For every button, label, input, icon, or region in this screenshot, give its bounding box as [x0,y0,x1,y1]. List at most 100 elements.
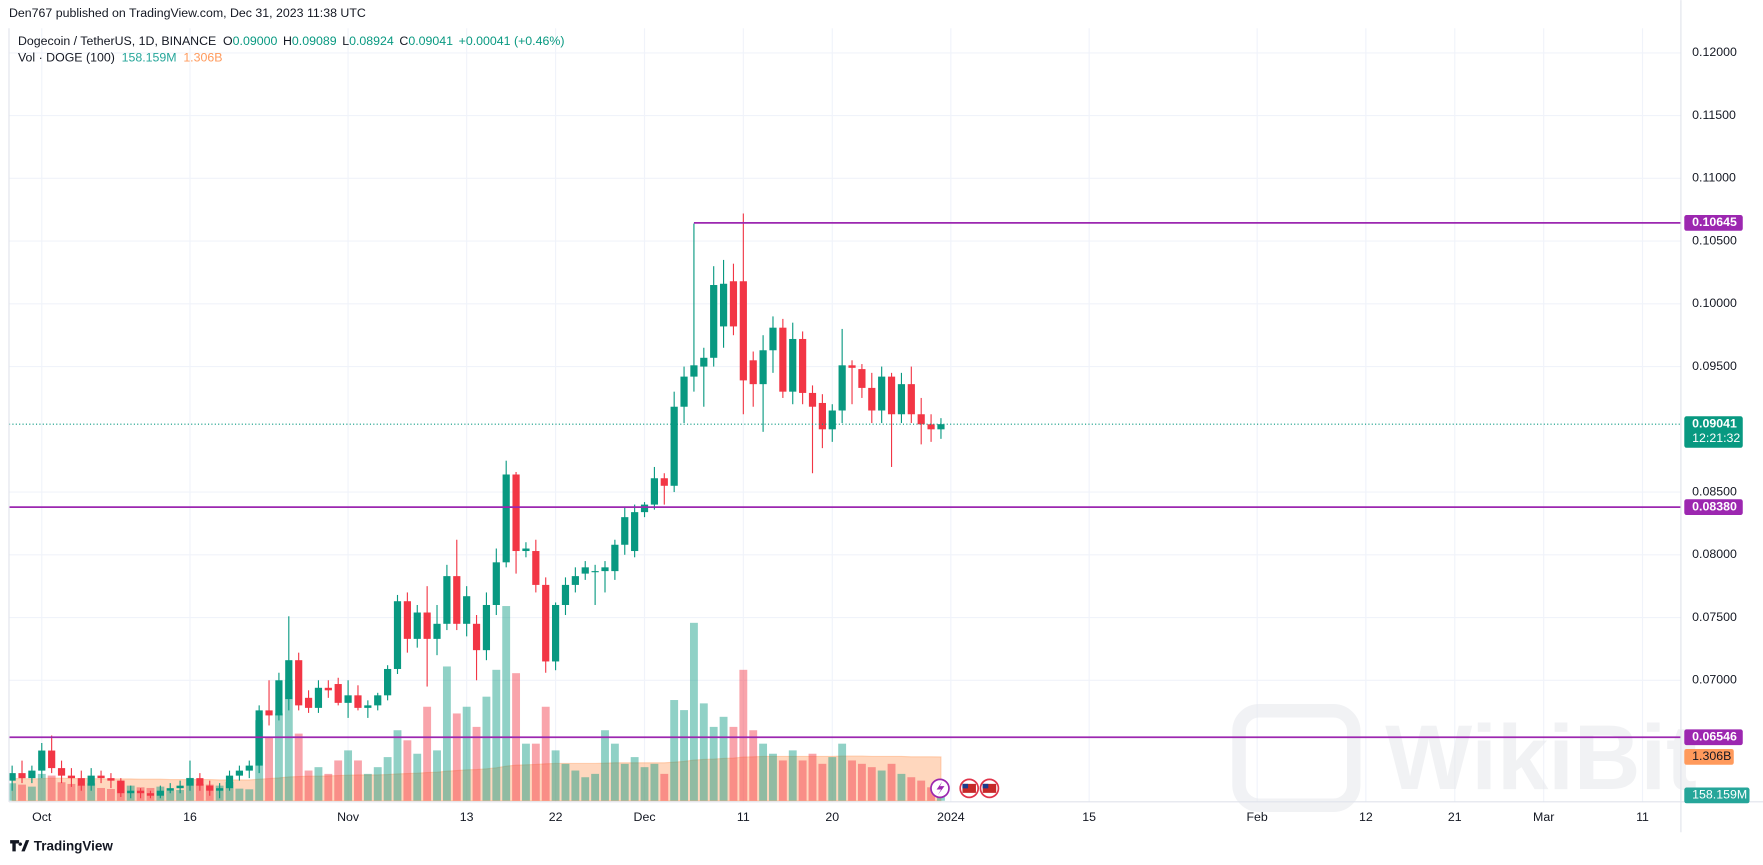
candle-body [275,680,283,716]
volume-bar [472,726,481,801]
y-tick-label: 0.12000 [1692,45,1737,59]
x-tick-label: 13 [460,810,474,824]
candle-body [57,768,66,776]
candle-body [591,571,599,573]
legend-h: H [283,34,292,48]
volume-bar [413,753,422,801]
volume-bar [393,730,402,801]
volume-legend-name: Vol · DOGE (100) [18,51,115,65]
volume-bar [304,770,313,801]
volume-bar [927,787,936,801]
y-tick-label: 0.11000 [1692,171,1736,185]
candle-body [295,660,303,706]
candle-body [700,357,708,367]
volume-bar [591,773,600,801]
candle-body [818,402,826,430]
volume-bar [77,785,86,801]
candle-body [206,785,214,791]
y-tick-label: 0.07000 [1692,673,1737,687]
candle-body [887,376,896,415]
header: Den767 published on TradingView.com, Dec… [9,6,366,20]
volume-bar [907,777,916,801]
legend-c-value: 0.09041 [408,34,453,48]
volume-bar [522,743,530,801]
candle-body [808,392,817,407]
volume-bar [502,606,511,801]
candle-body [937,424,945,430]
legend-l-value: 0.08924 [349,34,394,48]
candle-body [127,790,135,794]
candle-body [196,778,204,786]
candle-body [868,387,876,411]
candle-body [621,517,629,545]
volume-bar [166,790,175,801]
candle-body [8,773,16,781]
volume-bar [383,757,392,801]
flag-icon-canton [962,783,969,789]
volume-bar [423,706,432,801]
candle-body [571,576,579,585]
volume-bar [373,767,382,801]
x-tick-label: 21 [1448,810,1462,824]
x-tick-label: Dec [634,810,656,824]
volume-bar [344,750,353,801]
candle-body [650,478,659,505]
flag-icon-body [962,783,976,793]
candle-body [463,596,471,624]
volume-bar [680,710,688,801]
candle-body [285,660,293,700]
volume-bar [759,743,768,801]
volume-bar [620,763,629,801]
volume-bar [818,763,827,801]
volume-bar [67,783,76,801]
watermark-text: WikiBit [1385,706,1697,809]
x-tick-label: Oct [32,810,52,824]
footer-logo [10,840,30,852]
volume-bar [749,730,758,801]
candle-body [512,474,520,552]
candle-body [235,770,243,776]
flag-icon-body [982,783,997,793]
y-tick-label: 0.10000 [1692,296,1737,310]
volume-bar [195,783,204,801]
candle-body [245,765,253,771]
grid [8,28,1681,802]
volume-bar [363,773,372,801]
level-label: 0.08380 [1692,499,1737,513]
axes: 0.07000 0.07500 0.08000 0.08500 0.09500 0.100… [32,45,1750,824]
candle-body [502,474,510,563]
volume-label: 158.159M [1692,788,1747,802]
volume-bar [245,789,254,801]
candle-body [453,576,461,624]
y-tick-label: 0.08500 [1692,484,1737,498]
volume-bar [857,763,866,801]
candle-body [324,687,332,691]
candle-body [403,601,411,639]
volume-bar [601,730,609,801]
volume-bar [334,760,343,801]
volume-bar [778,760,787,801]
candle-body [828,410,836,430]
candle-body [393,601,402,669]
candle-body [551,604,560,662]
x-tick-label: 11 [1636,810,1649,824]
candle-body [789,338,797,392]
candle-body [581,567,589,574]
legend-l: L [342,34,349,48]
candle-body [779,327,787,392]
volume-ma-box [1684,749,1734,765]
candle-body [166,788,174,791]
volume-bar [274,713,283,801]
candle-body [858,369,866,388]
volume-bar [788,750,797,801]
volume-box [1684,787,1750,804]
candle-body [601,567,609,572]
volume-bar [739,669,748,801]
candle-body [878,376,886,411]
legend-change: +0.00041 (+0.46%) [459,34,565,48]
x-tick-label: Mar [1533,810,1554,824]
volume-bar [561,763,570,801]
volume-bar [87,783,96,801]
